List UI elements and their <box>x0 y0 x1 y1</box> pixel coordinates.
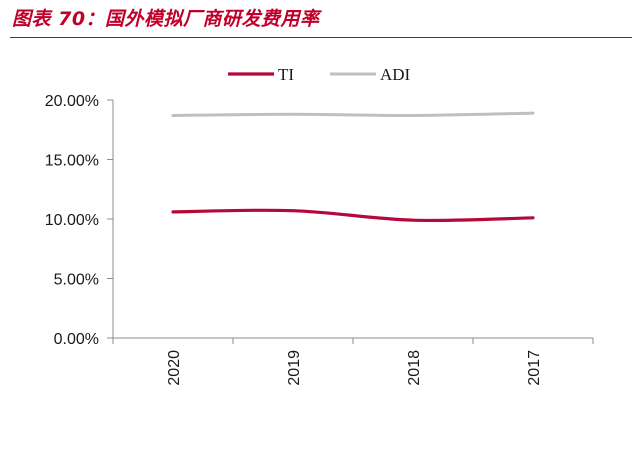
y-tick-label: 10.00% <box>45 212 99 229</box>
x-tick-label: 2019 <box>286 350 303 386</box>
x-tick-label: 2020 <box>166 350 183 386</box>
series-group <box>171 111 535 223</box>
y-tick-label: 0.00% <box>54 331 99 348</box>
chart-title: 图表 70：国外模拟厂商研发费用率 <box>12 8 320 30</box>
series-line-adi <box>171 111 535 117</box>
y-tick-label: 5.00% <box>54 272 99 289</box>
series-line-ti <box>171 208 535 223</box>
legend: TI ADI <box>228 65 411 84</box>
legend-label-adi: ADI <box>380 65 411 84</box>
y-tick-label: 15.00% <box>45 153 99 170</box>
x-axis: 2020 2019 2018 2017 <box>112 337 594 386</box>
y-tick-label: 20.00% <box>45 93 99 110</box>
x-tick-label: 2018 <box>406 350 423 386</box>
x-tick-label: 2017 <box>526 350 543 386</box>
y-axis: 0.00% 5.00% 10.00% 15.00% 20.00% <box>45 93 114 348</box>
title-divider <box>10 37 632 38</box>
legend-label-ti: TI <box>278 65 294 84</box>
